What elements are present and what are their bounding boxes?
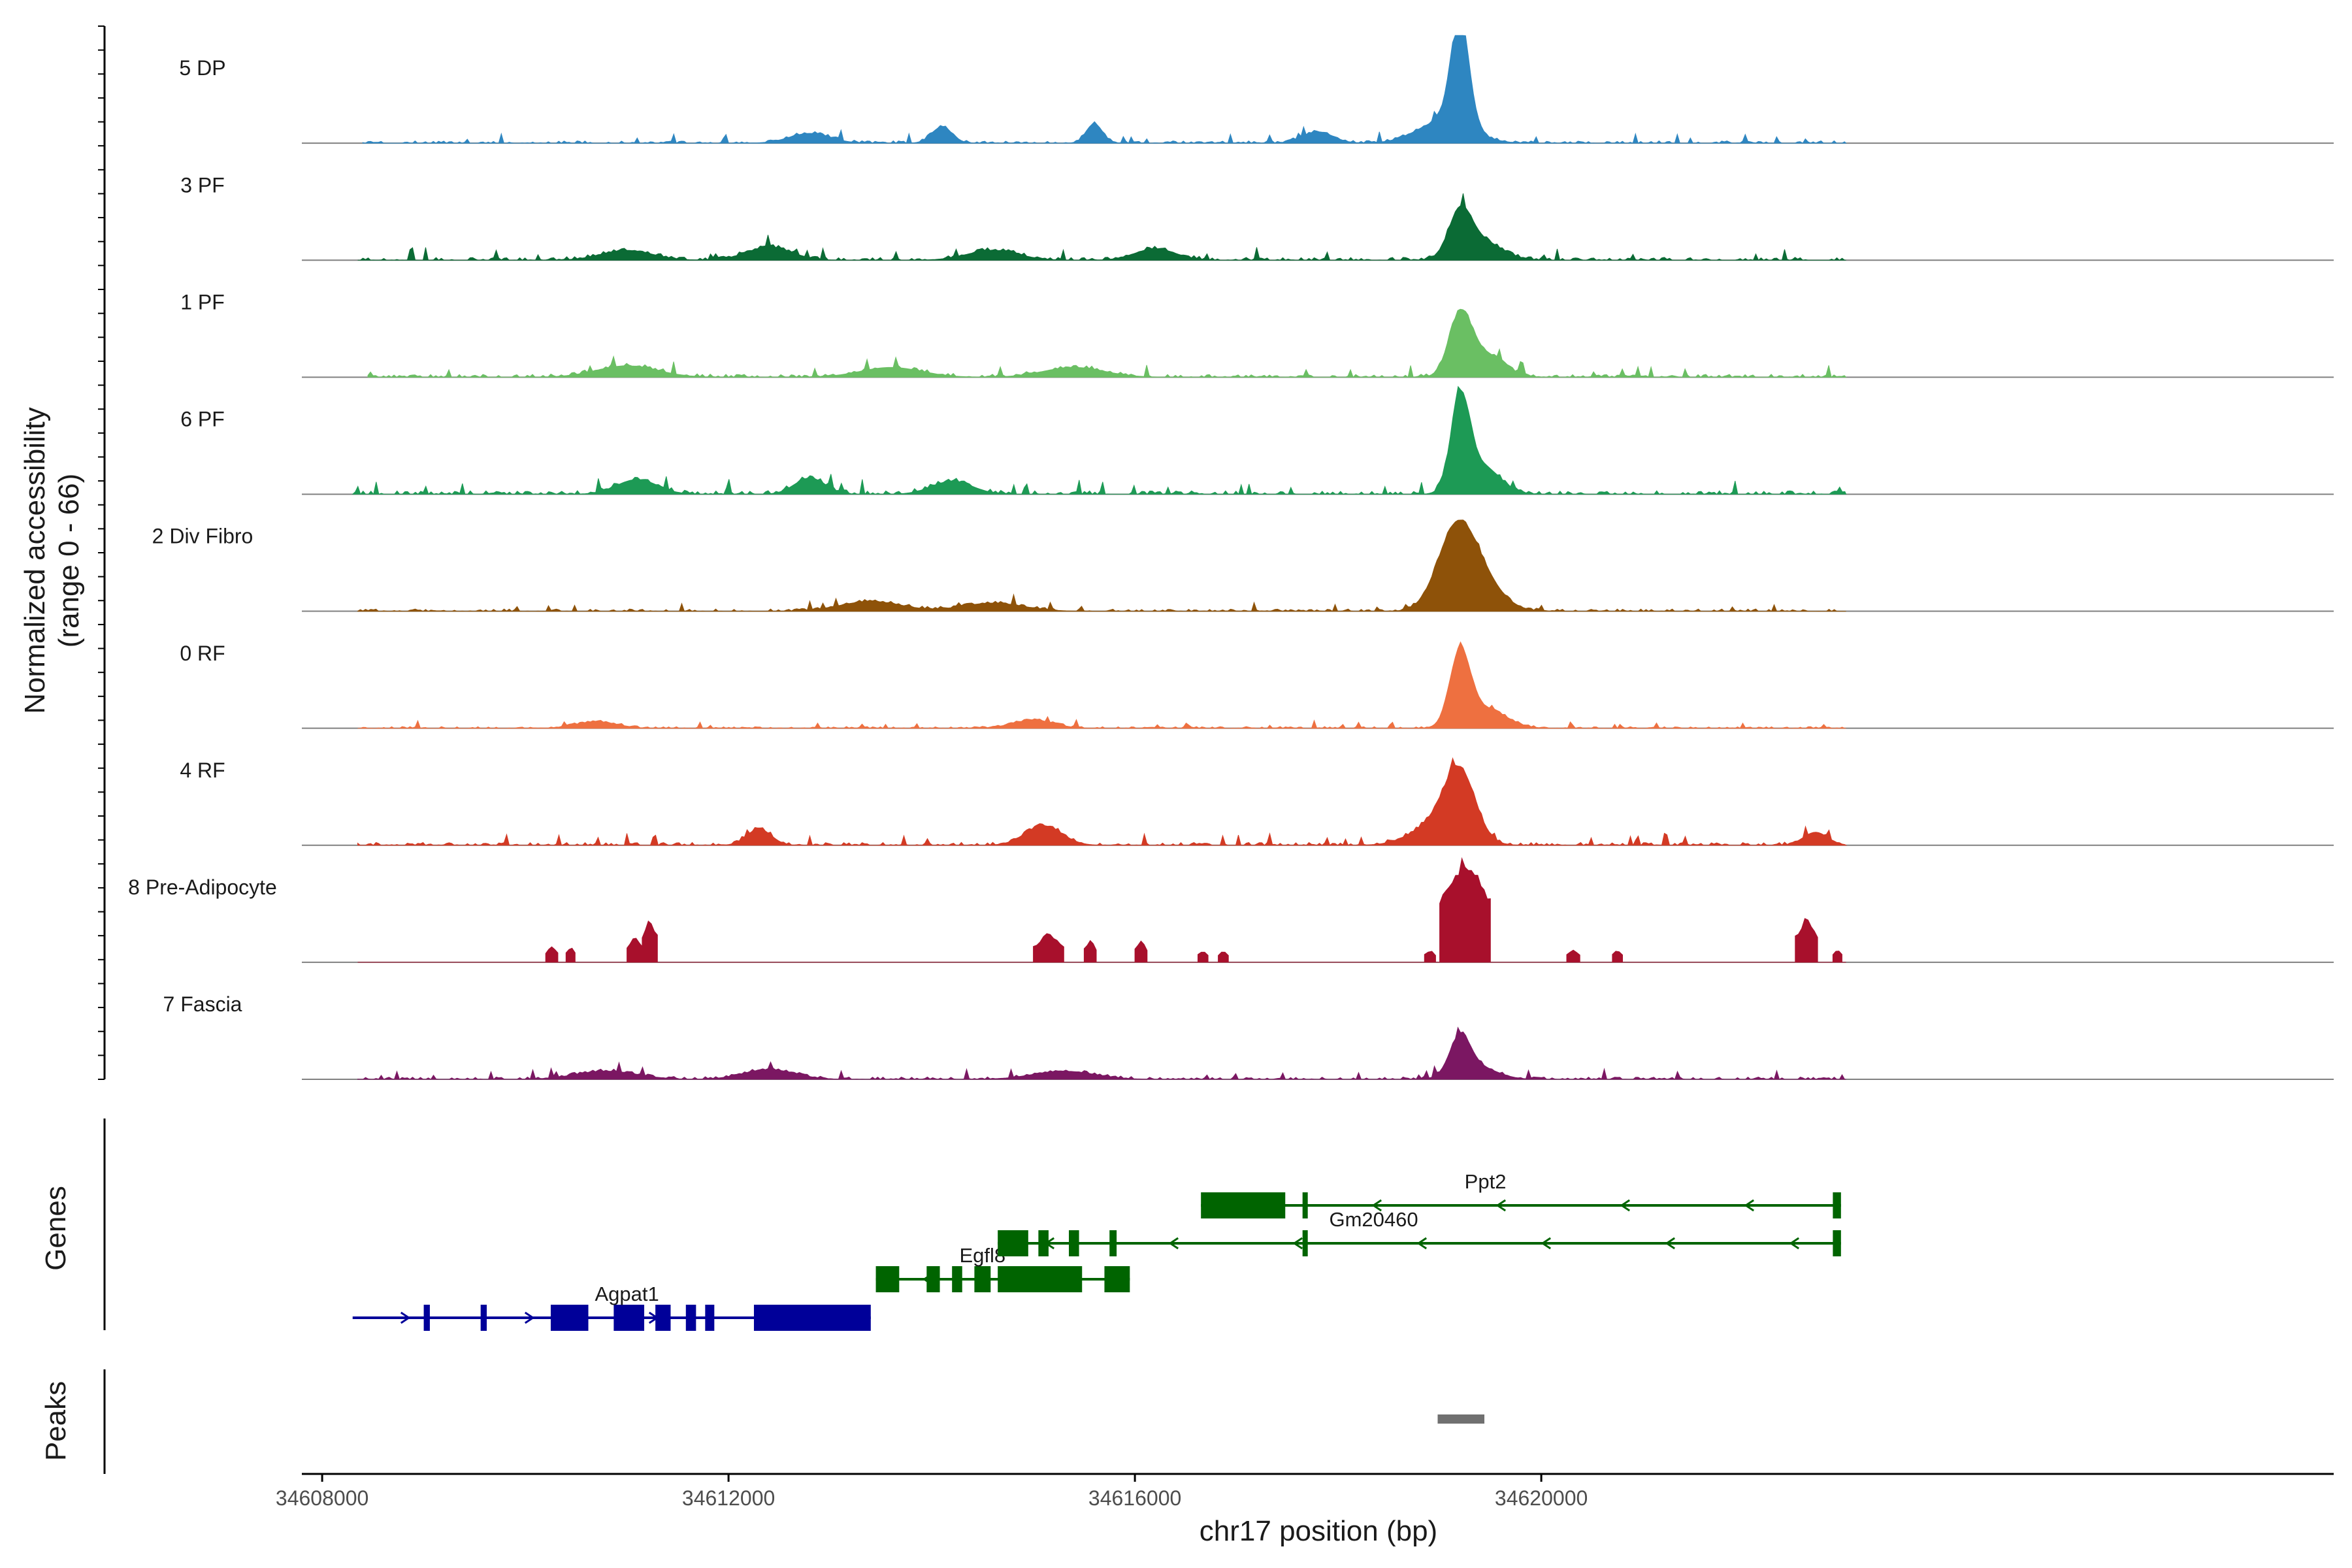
- gene-exon: [1833, 1230, 1841, 1256]
- gene-model: Gm20460: [998, 1208, 1841, 1256]
- coverage-area: [367, 308, 1847, 378]
- x-axis: 34608000 34612000 34616000 34620000: [276, 1473, 2334, 1510]
- gene-exon: [753, 1305, 871, 1331]
- gene-label: Agpat1: [595, 1282, 659, 1305]
- coverage-track: 6 PF: [180, 385, 2334, 495]
- track-label: 1 PF: [180, 290, 225, 314]
- gene-model: Agpat1: [352, 1282, 871, 1331]
- strand-arrow: [1292, 1237, 1303, 1250]
- y-axis-subtitle: (range 0 - 66): [53, 474, 85, 648]
- strand-arrow: [1789, 1237, 1800, 1250]
- coverage-track: 3 PF: [180, 173, 2334, 261]
- strand-arrow: [1744, 1199, 1755, 1212]
- gene-model: Ppt2: [1201, 1170, 1841, 1218]
- coverage-track: 7 Fascia: [163, 992, 2334, 1080]
- coverage-area: [357, 1026, 1846, 1080]
- coverage-track: 4 RF: [180, 757, 2334, 847]
- gene-exon: [705, 1305, 715, 1331]
- gene-exon: [480, 1305, 487, 1331]
- gene-exon: [1302, 1230, 1308, 1256]
- coverage-track: 2 Div Fibro: [152, 519, 2334, 612]
- gene-exon: [974, 1266, 991, 1292]
- gene-model: Egfl8: [875, 1244, 1130, 1292]
- coverage-panel: 5 DP 3 PF 1 PF 6 PF 2 Div Fibro 0 RF 4 RF 8 Pre…: [98, 25, 2334, 1080]
- gene-exon: [423, 1305, 430, 1331]
- x-axis-title: chr17 position (bp): [1200, 1515, 1437, 1547]
- strand-arrow: [1416, 1237, 1428, 1250]
- coverage-track: 5 DP: [179, 35, 2334, 144]
- coverage-track: 0 RF: [180, 641, 2334, 729]
- gene-exon: [998, 1266, 1083, 1292]
- x-tick-label: 34616000: [1088, 1486, 1181, 1510]
- coverage-area: [357, 857, 1846, 963]
- gene-exon: [1201, 1192, 1286, 1218]
- track-label: 0 RF: [180, 642, 225, 665]
- gene-label: Gm20460: [1329, 1208, 1418, 1231]
- gene-exon: [926, 1266, 940, 1292]
- x-tick-label: 34612000: [682, 1486, 775, 1510]
- genes-panel: Agpat1 Egfl8 Gm20460 Ppt2: [103, 1119, 1841, 1331]
- gene-exon: [875, 1266, 900, 1292]
- strand-arrow: [524, 1311, 535, 1324]
- track-label: 7 Fascia: [163, 992, 242, 1016]
- gene-exon: [1109, 1230, 1117, 1256]
- strand-arrow: [1371, 1199, 1382, 1212]
- coverage-area: [362, 35, 1847, 144]
- strand-arrow: [1168, 1237, 1179, 1250]
- gene-exon: [1833, 1192, 1841, 1218]
- track-label: 6 PF: [180, 408, 225, 431]
- peak-region: [1437, 1414, 1485, 1424]
- track-label: 8 Pre-Adipocyte: [128, 875, 277, 899]
- gene-exon: [1038, 1230, 1049, 1256]
- track-label: 5 DP: [179, 56, 225, 80]
- gene-exon: [1302, 1192, 1308, 1218]
- gene-exon: [550, 1305, 589, 1331]
- strand-arrow: [1665, 1237, 1676, 1250]
- x-tick-label: 34620000: [1495, 1486, 1588, 1510]
- gene-exon: [998, 1230, 1028, 1256]
- peaks-panel: [103, 1369, 1485, 1474]
- gene-exon: [655, 1305, 671, 1331]
- coverage-area: [351, 385, 1847, 495]
- coverage-track: 1 PF: [180, 290, 2334, 378]
- gene-exon: [613, 1305, 645, 1331]
- genes-panel-label: Genes: [40, 1186, 72, 1271]
- y-axis-title: Normalized accessibility: [19, 407, 51, 713]
- gene-label: Ppt2: [1465, 1170, 1507, 1193]
- gene-exon: [1104, 1266, 1130, 1292]
- track-label: 4 RF: [180, 759, 225, 782]
- coverage-track: 8 Pre-Adipocyte: [128, 857, 2334, 963]
- gene-exon: [952, 1266, 962, 1292]
- gene-exon: [685, 1305, 696, 1331]
- coverage-area: [357, 641, 1846, 729]
- coverage-area: [357, 519, 1846, 612]
- coverage-area: [357, 757, 1848, 847]
- coverage-area: [357, 193, 1846, 261]
- peaks-panel-label: Peaks: [40, 1381, 72, 1461]
- strand-arrow: [1495, 1199, 1507, 1212]
- track-label: 2 Div Fibro: [152, 525, 253, 548]
- strand-arrow: [400, 1311, 411, 1324]
- strand-arrow: [1541, 1237, 1552, 1250]
- gene-exon: [1069, 1230, 1079, 1256]
- track-label: 3 PF: [180, 173, 225, 197]
- x-tick-label: 34608000: [276, 1486, 368, 1510]
- strand-arrow: [1620, 1199, 1631, 1212]
